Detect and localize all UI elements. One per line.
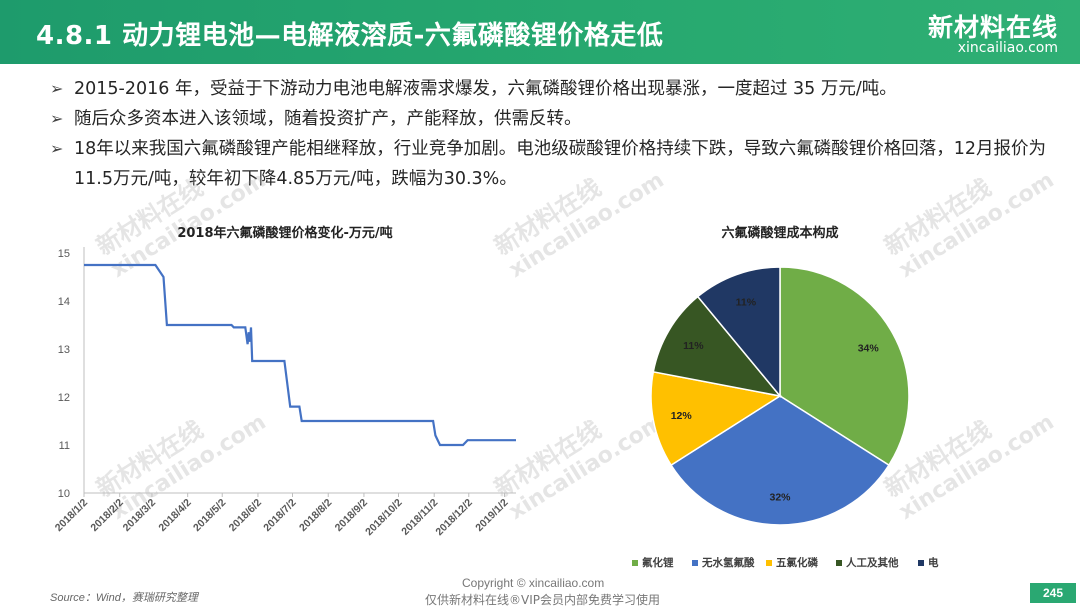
logo-chinese-text: 新材料在线 <box>927 13 1058 42</box>
x-tick-label: 2018/1/2 <box>53 497 90 534</box>
x-tick-label: 2018/7/2 <box>261 497 298 534</box>
arrow-bullet-icon: ➢ <box>50 109 64 128</box>
copyright-text: Copyright © xincailiao.com <box>462 576 605 590</box>
pie-slice <box>652 295 782 398</box>
pie-chart: 34% 32% 12% 11% 11% <box>650 266 910 526</box>
charts-canvas: 2018年六氟磷酸锂价格变化-万元/吨 10 11 12 13 14 15 2018/1/2… <box>53 225 939 569</box>
legend-label: 氟化锂 <box>642 556 674 569</box>
line-chart-title: 2018年六氟磷酸锂价格变化-万元/吨 <box>177 225 392 241</box>
logo-domain-text: xincailiao.com <box>957 40 1058 56</box>
pie-slice-label: 32% <box>769 492 791 504</box>
slide-title: 4.8.1 动力锂电池—电解液溶质-六氟磷酸锂价格走低 <box>36 21 664 51</box>
x-tick-label: 2018/3/2 <box>121 497 158 534</box>
legend-swatch <box>766 560 772 566</box>
bullet-text: 18年以来我国六氟磷酸锂产能相继释放，行业竞争加剧。电池级碳酸锂价格持续下跌，导… <box>74 139 1047 189</box>
pie-slice-label: 34% <box>858 343 880 355</box>
pie-slice-label: 11% <box>683 340 704 352</box>
x-tick-label: 2018/4/2 <box>156 497 193 534</box>
pie-chart-title: 六氟磷酸锂成本构成 <box>721 225 838 241</box>
x-tick-label: 2018/10/2 <box>363 497 405 539</box>
arrow-bullet-icon: ➢ <box>50 139 64 158</box>
legend-swatch <box>692 560 698 566</box>
x-tick-label: 2018/6/2 <box>227 497 264 534</box>
line-chart: 1011121314152018/1/22018/2/22018/3/22018… <box>53 247 516 538</box>
source-note: Source：Wind，赛瑞研究整理 <box>50 592 198 604</box>
pie-slice-label: 11% <box>736 296 757 308</box>
legend-swatch <box>918 560 924 566</box>
pie-slice-label: 12% <box>671 410 693 422</box>
legend-label: 五氯化磷 <box>776 556 818 569</box>
y-tick-label: 12 <box>58 392 70 404</box>
bullet-item: ➢ 18年以来我国六氟磷酸锂产能相继释放，行业竞争加剧。电池级碳酸锂价格持续下跌… <box>50 134 1050 194</box>
legend-swatch <box>632 560 638 566</box>
pie-slice <box>650 370 783 467</box>
usage-note: 仅供新材料在线®VIP会员内部免费学习使用 <box>425 593 660 607</box>
bullet-text: 2015-2016 年，受益于下游动力电池电解液需求爆发，六氟磷酸锂价格出现暴涨… <box>74 79 897 99</box>
x-tick-label: 2018/8/2 <box>297 497 334 534</box>
pie-slice <box>696 266 781 399</box>
y-tick-label: 14 <box>58 296 70 308</box>
legend-swatch <box>836 560 842 566</box>
x-tick-label: 2018/5/2 <box>191 497 228 534</box>
legend-label: 人工及其他 <box>846 556 899 569</box>
brand-logo: 新材料在线 xincailiao.com <box>928 6 1062 60</box>
y-tick-label: 11 <box>59 440 70 452</box>
x-tick-label: 2019/1/2 <box>473 497 510 534</box>
y-tick-label: 13 <box>58 344 70 356</box>
legend-label: 无水氢氟酸 <box>701 556 755 569</box>
page-number: 245 <box>1030 583 1076 603</box>
y-tick-label: 10 <box>58 488 70 500</box>
pie-slice <box>670 395 890 526</box>
pie-legend: 氟化锂 无水氢氟酸 五氯化磷 人工及其他 电 <box>632 556 939 569</box>
arrow-bullet-icon: ➢ <box>50 79 64 98</box>
bullet-item: ➢ 随后众多资本进入该领域，随着投资扩产，产能释放，供需反转。 <box>50 104 1050 134</box>
y-tick-label: 15 <box>58 248 70 260</box>
price-series-line <box>84 263 516 447</box>
x-tick-label: 2018/2/2 <box>88 497 125 534</box>
bullet-list: ➢ 2015-2016 年，受益于下游动力电池电解液需求爆发，六氟磷酸锂价格出现… <box>50 74 1050 194</box>
bullet-item: ➢ 2015-2016 年，受益于下游动力电池电解液需求爆发，六氟磷酸锂价格出现… <box>50 74 1050 104</box>
title-bar: 4.8.1 动力锂电池—电解液溶质-六氟磷酸锂价格走低 新材料在线 xincai… <box>0 0 1080 64</box>
x-tick-label: 2018/12/2 <box>433 497 475 539</box>
legend-label: 电 <box>928 556 939 569</box>
bullet-text: 随后众多资本进入该领域，随着投资扩产，产能释放，供需反转。 <box>74 109 582 129</box>
